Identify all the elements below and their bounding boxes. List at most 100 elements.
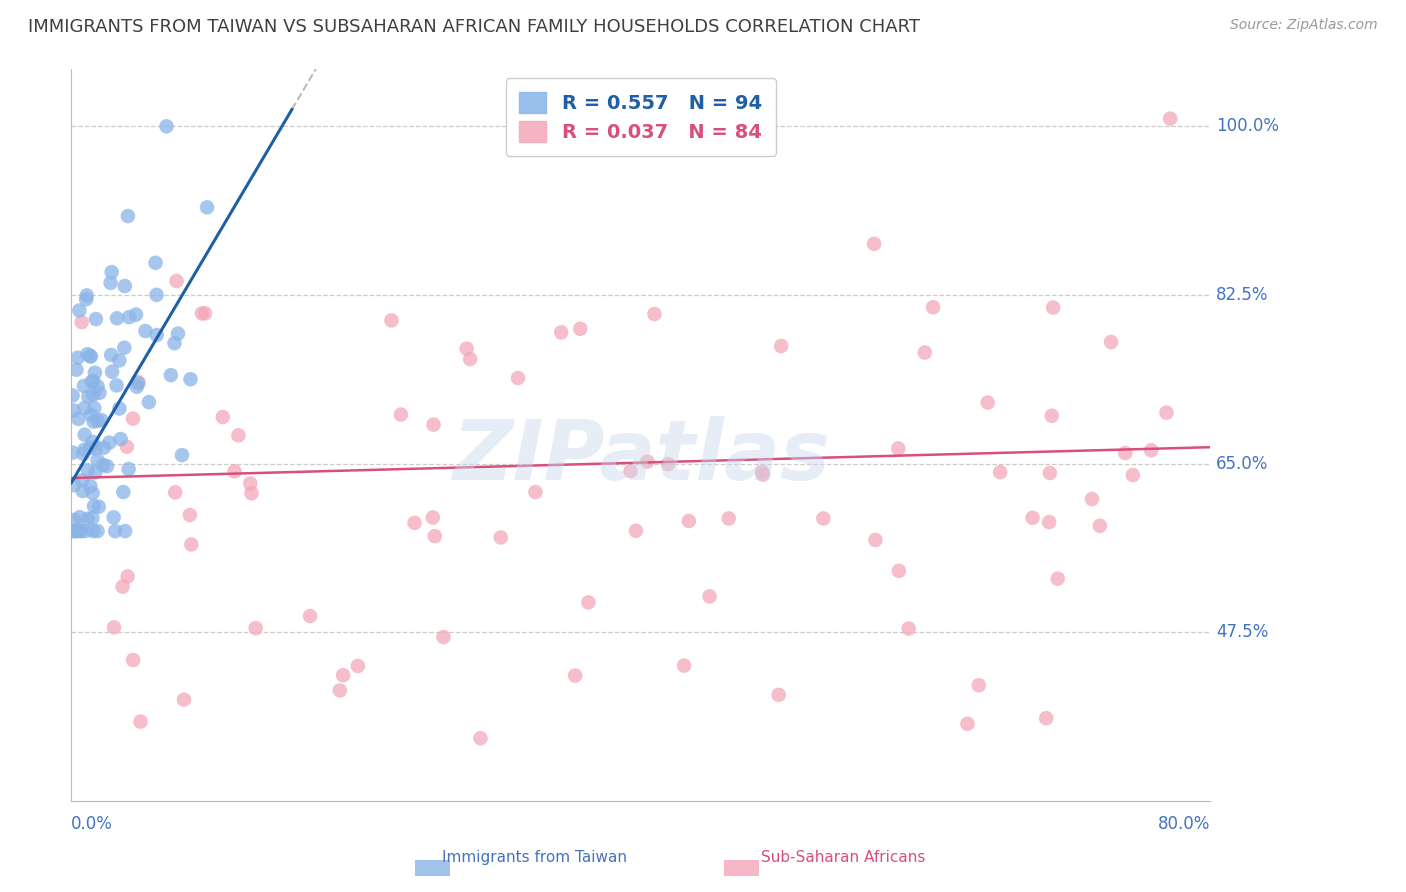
Point: [86, 524, 108, 538]
Text: Sub-Saharan Africans: Sub-Saharan Africans: [762, 850, 925, 865]
Point: [80, 350, 103, 364]
Point: [127, 375, 149, 389]
Text: ZIPatlas: ZIPatlas: [451, 417, 830, 497]
Point: [145, 288, 167, 302]
Point: [956, 716, 979, 731]
Point: [114, 279, 136, 293]
Point: [115, 440, 138, 454]
Point: [83, 401, 105, 416]
Point: [423, 529, 446, 543]
Point: [146, 328, 169, 343]
Point: [576, 595, 599, 609]
Point: [62, 524, 84, 538]
Point: [914, 345, 936, 359]
Point: [75, 524, 97, 538]
Point: [125, 308, 148, 322]
Point: [470, 731, 492, 746]
Point: [245, 621, 267, 635]
Point: [105, 311, 128, 326]
Point: [673, 658, 696, 673]
Point: [636, 454, 658, 468]
Point: [62, 445, 84, 459]
Point: [83, 499, 105, 513]
Point: [86, 414, 108, 428]
Point: [865, 533, 887, 547]
Text: IMMIGRANTS FROM TAIWAN VS SUBSAHARAN AFRICAN FAMILY HOUSEHOLDS CORRELATION CHART: IMMIGRANTS FROM TAIWAN VS SUBSAHARAN AFR…: [28, 18, 920, 36]
Point: [73, 401, 96, 415]
Point: [134, 324, 156, 338]
Point: [90, 413, 112, 427]
Point: [160, 368, 183, 383]
Point: [1159, 112, 1181, 126]
Point: [73, 442, 96, 457]
Point: [678, 514, 700, 528]
Point: [73, 379, 96, 393]
Point: [69, 524, 91, 538]
Point: [76, 512, 98, 526]
Point: [170, 448, 193, 462]
Point: [89, 385, 111, 400]
Point: [65, 362, 87, 376]
Point: [129, 714, 152, 729]
Point: [63, 478, 86, 492]
Point: [70, 315, 93, 329]
Point: [112, 485, 135, 500]
Point: [1156, 406, 1178, 420]
Point: [240, 486, 263, 500]
Point: [299, 609, 322, 624]
Point: [211, 410, 233, 425]
Point: [173, 692, 195, 706]
Point: [564, 668, 586, 682]
Point: [770, 339, 793, 353]
Point: [79, 349, 101, 363]
Point: [751, 465, 773, 479]
Point: [195, 200, 218, 214]
Legend: R = 0.557   N = 94, R = 0.037   N = 84: R = 0.557 N = 94, R = 0.037 N = 84: [506, 78, 776, 155]
Point: [101, 365, 124, 379]
Point: [988, 465, 1011, 479]
Point: [91, 458, 114, 473]
Text: 100.0%: 100.0%: [1216, 118, 1279, 136]
Point: [82, 511, 104, 525]
Point: [768, 688, 790, 702]
Point: [122, 653, 145, 667]
Point: [967, 678, 990, 692]
Point: [887, 442, 910, 456]
Point: [863, 236, 886, 251]
Point: [643, 307, 665, 321]
Point: [122, 411, 145, 425]
Point: [380, 313, 402, 327]
Point: [1046, 572, 1069, 586]
Point: [76, 463, 98, 477]
Point: [1021, 510, 1043, 524]
Point: [432, 630, 454, 644]
Point: [1140, 443, 1163, 458]
Point: [84, 366, 107, 380]
Point: [118, 310, 141, 325]
Point: [117, 569, 139, 583]
Text: 47.5%: 47.5%: [1216, 624, 1268, 641]
Point: [179, 508, 201, 522]
Point: [1035, 711, 1057, 725]
Point: [1099, 334, 1122, 349]
Point: [84, 442, 107, 456]
Point: [524, 485, 547, 500]
Point: [67, 412, 90, 426]
Point: [72, 483, 94, 498]
Point: [489, 531, 512, 545]
Point: [75, 292, 97, 306]
Point: [65, 524, 87, 538]
Point: [100, 276, 122, 290]
Point: [127, 376, 149, 391]
Point: [62, 403, 84, 417]
Text: Immigrants from Taiwan: Immigrants from Taiwan: [441, 850, 627, 865]
Point: [79, 479, 101, 493]
Point: [117, 462, 139, 476]
Point: [103, 620, 125, 634]
Point: [84, 465, 107, 479]
Point: [228, 428, 250, 442]
Point: [67, 303, 90, 318]
Point: [83, 415, 105, 429]
Text: Source: ZipAtlas.com: Source: ZipAtlas.com: [1230, 18, 1378, 32]
Point: [155, 120, 177, 134]
